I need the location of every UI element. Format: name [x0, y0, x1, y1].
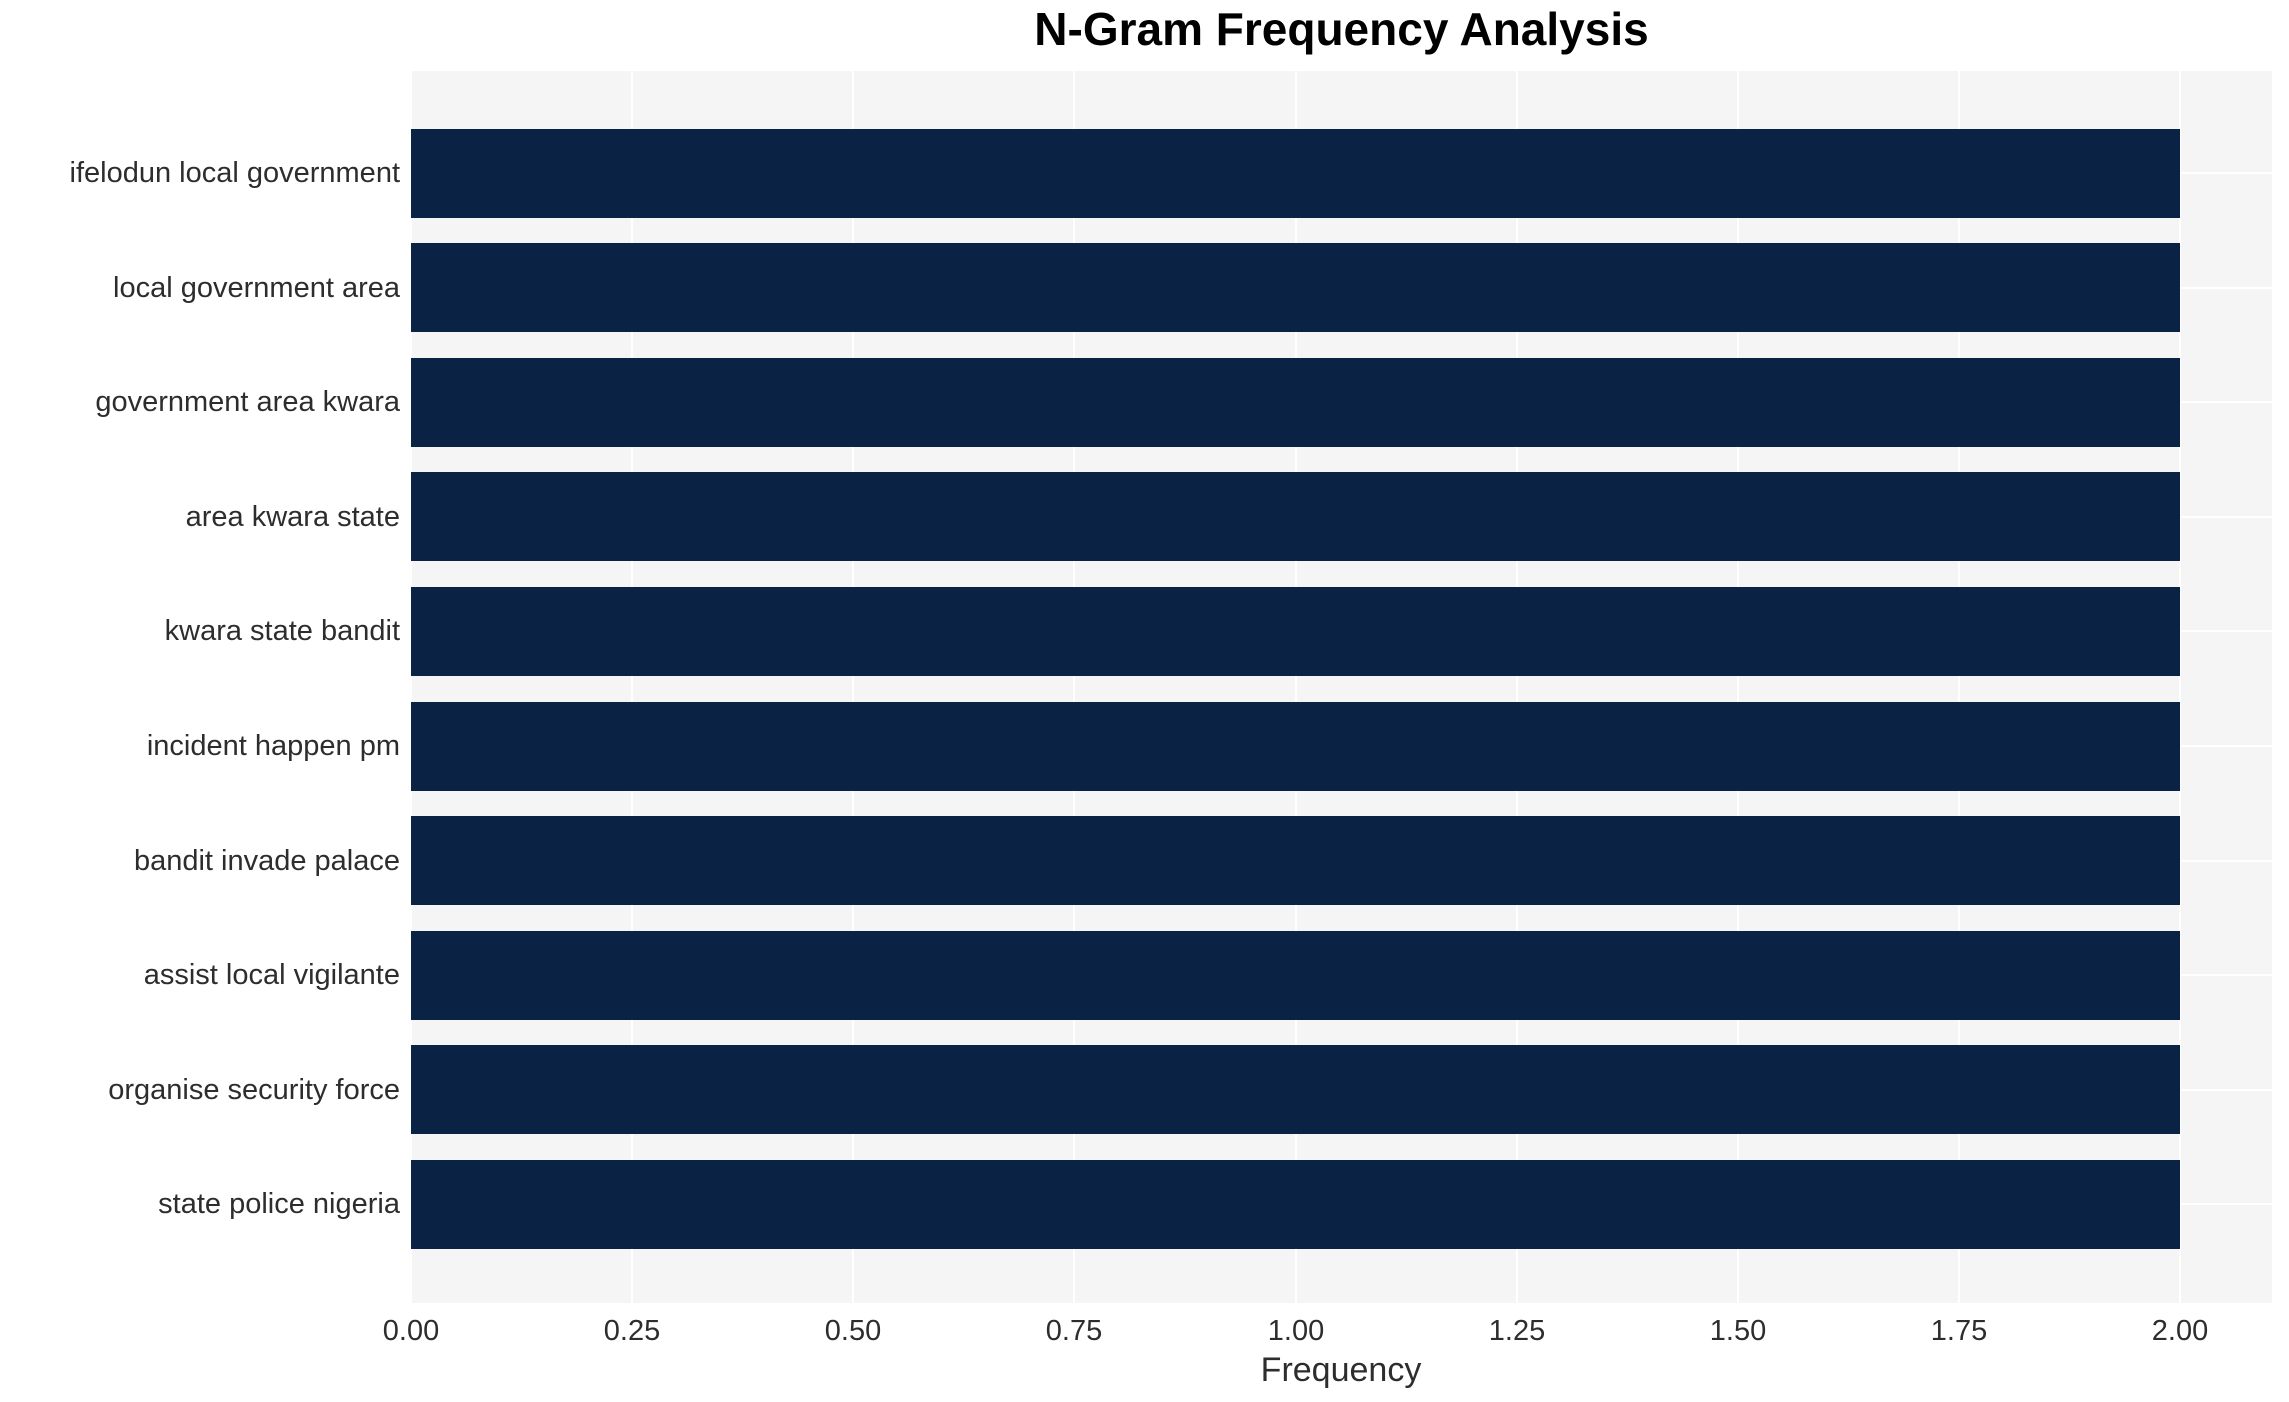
- gridline-vertical: [410, 71, 412, 1303]
- x-tick-label: 2.00: [2151, 1315, 2209, 1347]
- x-tick-label: 1.75: [1930, 1315, 1988, 1347]
- gridline-vertical: [1516, 71, 1518, 1303]
- y-tick-label: area kwara state: [185, 501, 400, 533]
- y-tick-label: government area kwara: [95, 386, 400, 418]
- bar: [411, 358, 2180, 447]
- x-tick-label: 0.50: [824, 1315, 882, 1347]
- y-tick-label: organise security force: [108, 1074, 400, 1106]
- chart-title: N-Gram Frequency Analysis: [1034, 3, 1649, 55]
- bar: [411, 931, 2180, 1020]
- gridline-vertical: [1958, 71, 1960, 1303]
- gridline-vertical: [1073, 71, 1075, 1303]
- gridline-vertical: [852, 71, 854, 1303]
- x-tick-label: 1.50: [1709, 1315, 1767, 1347]
- bar: [411, 587, 2180, 676]
- y-tick-label: ifelodun local government: [69, 157, 400, 189]
- y-tick-label: assist local vigilante: [143, 959, 400, 991]
- y-tick-label: state police nigeria: [158, 1188, 400, 1220]
- bar: [411, 129, 2180, 218]
- plot-area: [410, 71, 2272, 1303]
- gridline-vertical: [631, 71, 633, 1303]
- x-tick-label: 1.00: [1267, 1315, 1325, 1347]
- y-tick-label: bandit invade palace: [133, 845, 400, 877]
- bar: [411, 1045, 2180, 1134]
- y-tick-label: incident happen pm: [146, 730, 400, 762]
- gridline-vertical: [1737, 71, 1739, 1303]
- gridline-vertical: [1295, 71, 1297, 1303]
- y-tick-label: kwara state bandit: [164, 615, 400, 647]
- x-axis-label: Frequency: [1260, 1351, 1422, 1389]
- gridline-vertical: [2179, 71, 2181, 1303]
- x-tick-label: 0.00: [382, 1315, 440, 1347]
- x-tick-label: 0.25: [603, 1315, 661, 1347]
- x-tick-label: 0.75: [1045, 1315, 1103, 1347]
- x-tick-label: 1.25: [1488, 1315, 1546, 1347]
- bar: [411, 472, 2180, 561]
- bar: [411, 243, 2180, 332]
- y-tick-label: local government area: [113, 272, 400, 304]
- bar: [411, 702, 2180, 791]
- bar: [411, 816, 2180, 905]
- bar: [411, 1160, 2180, 1249]
